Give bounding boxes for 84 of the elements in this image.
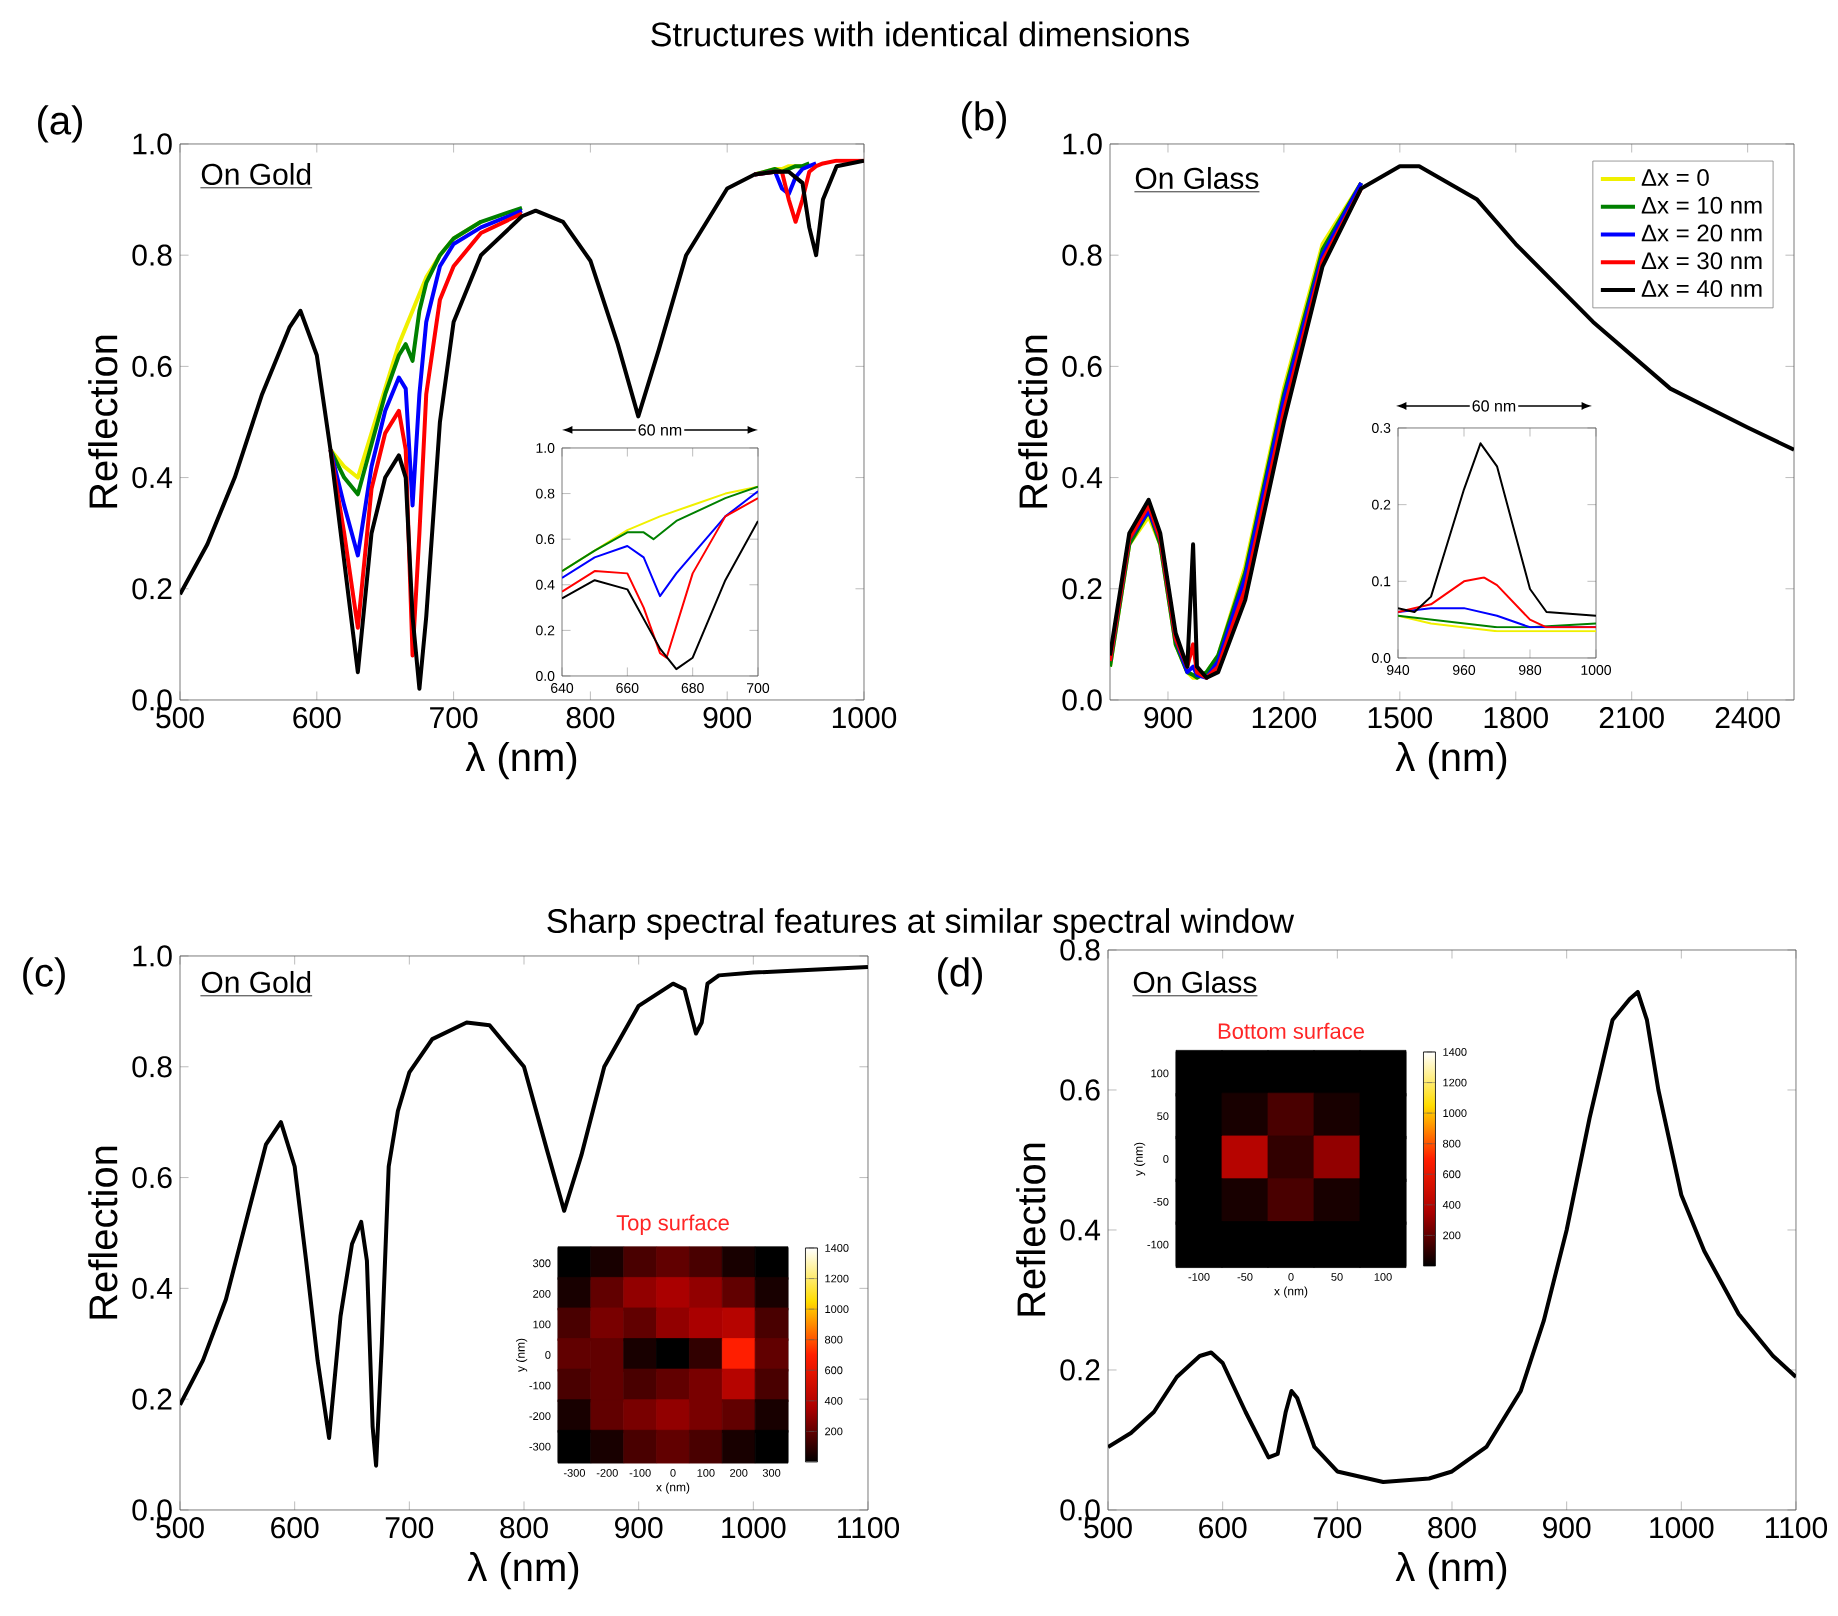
y-axis-title: Reflection bbox=[88, 335, 118, 508]
x-tick-label: 500 bbox=[1084, 1517, 1132, 1539]
y-tick-label: 0.8 bbox=[1062, 244, 1102, 266]
x-tick-label: 500 bbox=[156, 1517, 204, 1539]
annotation: 60 nm bbox=[1472, 400, 1516, 412]
x-tick-label: 600 bbox=[271, 1517, 319, 1539]
line-series bbox=[1398, 576, 1596, 629]
y-tick-label: 0.0 bbox=[132, 1499, 172, 1521]
chart-title: Sharp spectral features at similar spectral window bbox=[547, 908, 1295, 940]
line-series bbox=[562, 485, 758, 573]
x-tick-label: 1000 bbox=[832, 707, 897, 729]
x-tick-label: 1000 bbox=[722, 1517, 786, 1539]
text: (c) bbox=[23, 957, 65, 995]
x-tick-label: 500 bbox=[156, 707, 204, 729]
x-tick-label: 700 bbox=[385, 1517, 434, 1539]
line-series bbox=[1398, 442, 1596, 617]
x-axis-title: λ (nm) bbox=[1395, 1552, 1507, 1590]
line-series bbox=[1108, 989, 1796, 1484]
x-tick-label: 900 bbox=[703, 707, 752, 729]
x-tick-label: 2100 bbox=[1599, 707, 1664, 729]
chart-title: Bottom surface bbox=[1218, 1022, 1364, 1039]
x-tick-label: 900 bbox=[615, 1517, 663, 1539]
y-tick-label: 0.6 bbox=[132, 355, 172, 377]
x-tick-label: 900 bbox=[1144, 707, 1192, 729]
x-axis-title: λ (nm) bbox=[1395, 742, 1507, 780]
annotation: On Gold bbox=[201, 970, 311, 993]
y-axis-title: Reflection bbox=[88, 1146, 118, 1319]
x-tick-label: 800 bbox=[500, 1517, 548, 1539]
annotation: On Glass bbox=[1133, 970, 1257, 993]
legend-label: Δx = 0 bbox=[1641, 169, 1709, 187]
x-tick-label: 1800 bbox=[1484, 707, 1548, 729]
x-axis-title: λ (nm) bbox=[467, 1552, 579, 1590]
y-tick-label: 0.4 bbox=[132, 466, 173, 489]
x-tick-label: 1200 bbox=[1252, 707, 1317, 729]
x-tick-label: 700 bbox=[430, 707, 478, 729]
legend-label: Δx = 30 nm bbox=[1641, 252, 1762, 270]
y-tick-label: 1.0 bbox=[1063, 133, 1102, 155]
y-tick-label: 0.6 bbox=[1060, 1079, 1100, 1101]
y-tick-label: 0.4 bbox=[1062, 466, 1103, 489]
x-axis-title: λ (nm) bbox=[465, 742, 577, 780]
y-tick-label: 0.0 bbox=[132, 689, 172, 711]
y-axis-title: Reflection bbox=[1016, 1143, 1046, 1316]
chart-title: Structures with identical dimensions bbox=[651, 21, 1189, 47]
x-tick-label: 1100 bbox=[838, 1517, 900, 1539]
y-tick-label: 0.8 bbox=[132, 1056, 172, 1078]
y-tick-label: 0.2 bbox=[132, 578, 172, 600]
y-tick-label: 1.0 bbox=[133, 133, 172, 155]
y-tick-label: 0.0 bbox=[1062, 689, 1102, 711]
legend-label: Δx = 40 nm bbox=[1641, 280, 1762, 298]
y-axis-title: Reflection bbox=[1018, 335, 1048, 508]
y-tick-label: 0.4 bbox=[1060, 1219, 1101, 1241]
y-tick-label: 0.0 bbox=[1060, 1499, 1100, 1521]
x-tick-label: 900 bbox=[1543, 1517, 1591, 1539]
chart-title: Top surface bbox=[616, 1214, 729, 1235]
legend-label: Δx = 20 nm bbox=[1641, 224, 1762, 242]
text: (d) bbox=[938, 957, 982, 995]
y-tick-label: 0.6 bbox=[1062, 355, 1102, 377]
legend-label: Δx = 10 nm bbox=[1641, 196, 1762, 214]
x-tick-label: 1000 bbox=[1650, 1517, 1714, 1539]
y-tick-label: 0.6 bbox=[132, 1166, 172, 1189]
line-series bbox=[562, 490, 758, 598]
y-tick-label: 0.8 bbox=[132, 244, 172, 266]
line-series bbox=[562, 519, 758, 671]
x-tick-label: 600 bbox=[293, 707, 341, 729]
y-tick-label: 0.4 bbox=[132, 1277, 173, 1299]
annotation: 60 nm bbox=[638, 424, 682, 436]
x-tick-label: 600 bbox=[1199, 1517, 1247, 1539]
x-tick-label: 2400 bbox=[1715, 707, 1780, 729]
x-tick-label: 700 bbox=[1313, 1517, 1362, 1539]
x-tick-label: 800 bbox=[566, 707, 615, 729]
annotation: On Gold bbox=[201, 162, 311, 185]
y-tick-label: 0.2 bbox=[132, 1388, 172, 1410]
x-tick-label: 800 bbox=[1428, 1517, 1476, 1539]
annotation: On Glass bbox=[1135, 166, 1259, 189]
y-tick-label: 1.0 bbox=[133, 945, 172, 967]
x-tick-label: 1100 bbox=[1766, 1517, 1828, 1539]
x-tick-label: 1500 bbox=[1368, 707, 1432, 729]
y-tick-label: 0.8 bbox=[1060, 939, 1100, 961]
line-series bbox=[562, 497, 758, 659]
text: (b) bbox=[962, 101, 1006, 139]
y-tick-label: 0.2 bbox=[1060, 1359, 1100, 1381]
text: (a) bbox=[38, 105, 82, 143]
line-series bbox=[1110, 164, 1794, 680]
y-tick-label: 0.2 bbox=[1062, 578, 1102, 600]
